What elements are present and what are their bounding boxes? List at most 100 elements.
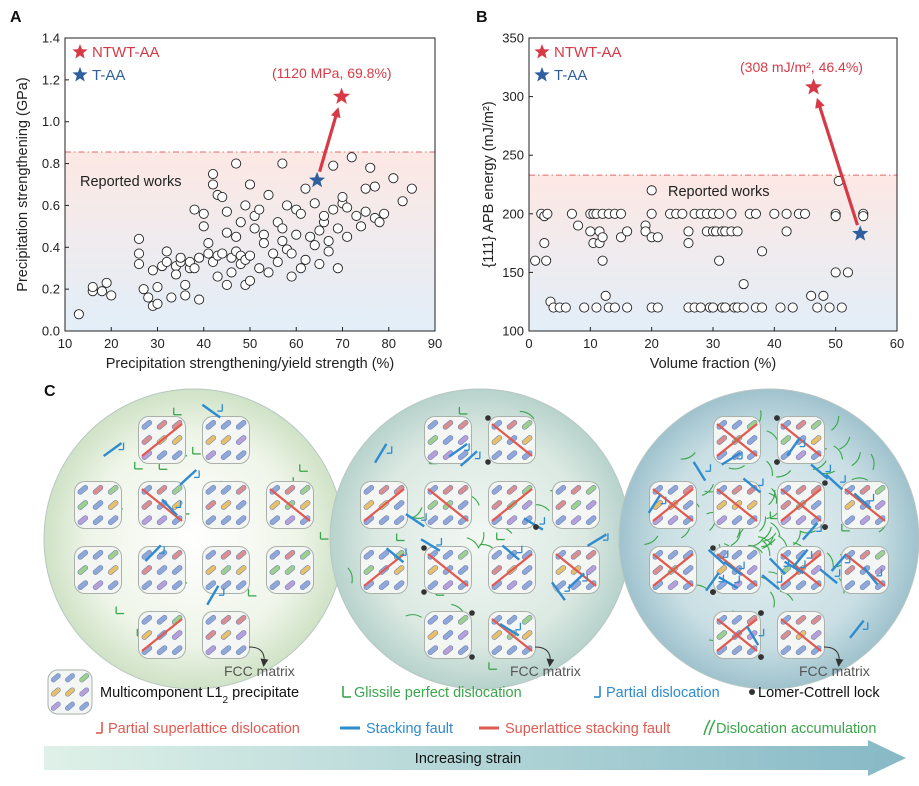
legend-label-a: T-AA [92, 67, 125, 84]
partial-dislocation-mark [840, 475, 846, 483]
reported-point-b [842, 267, 853, 278]
reported-point-b [824, 302, 835, 313]
glissile-dislocation-mark [299, 464, 308, 472]
precipitate-key-icon [47, 669, 93, 715]
key-superlattice-partial-label: Partial superlattice dislocation [108, 721, 300, 737]
x-tick-label-a: 40 [197, 336, 211, 351]
reported-point-b [830, 211, 841, 222]
glissile-dislocation-mark [173, 407, 182, 416]
reported-point-a [138, 284, 149, 295]
reported-point-a [374, 217, 385, 228]
partial-dislocation-mark [799, 560, 806, 569]
legend-star-a [72, 44, 88, 59]
dislocation-accumulation-mark [701, 484, 714, 496]
stacking-fault [742, 477, 762, 494]
key-accumulation-label: Dislocation accumulation [716, 721, 876, 737]
reported-point-b [781, 208, 792, 219]
partial-dislocation-mark [737, 451, 743, 460]
x-axis-title-a: Precipitation strengthening/yield streng… [106, 356, 395, 372]
y-tick-label-a: 0.0 [42, 324, 60, 339]
reported-point-b [836, 302, 847, 313]
reported-point-a [258, 229, 269, 240]
y-tick-label-b: 200 [502, 206, 524, 221]
reported-point-b [787, 302, 798, 313]
reported-point-a [170, 269, 182, 280]
panel-letter-b: B [476, 9, 488, 26]
l12-precipitate [424, 611, 472, 659]
reported-point-a [346, 152, 357, 163]
y-tick-label-a: 0.2 [42, 282, 60, 297]
reported-point-a [314, 258, 325, 270]
reported-point-a [342, 202, 353, 213]
panel-letter-c: C [44, 383, 56, 400]
partial-dislocation-mark [799, 439, 806, 448]
reported-point-b [677, 208, 688, 219]
stacking-fault [161, 498, 179, 517]
stacking-fault [819, 568, 838, 585]
stacking-fault [792, 548, 809, 568]
partial-dislocation-key-icon [594, 686, 601, 698]
dislocation-accumulation-mark [793, 530, 801, 546]
improvement-arrow-a [318, 107, 341, 173]
stacking-fault [761, 574, 780, 591]
l12-precipitate [202, 416, 250, 464]
reported-point-a [244, 250, 256, 261]
reported-point-a [147, 265, 158, 276]
reported-point-a [231, 231, 242, 242]
stacking-fault [102, 442, 123, 458]
partial-dislocation-mark [118, 442, 125, 451]
reported-point-a [365, 162, 376, 173]
reported-point-b [652, 232, 663, 243]
x-tick-label-b: 50 [828, 336, 842, 351]
strain-label: Increasing strain [415, 751, 521, 767]
partial-dislocation-mark [539, 517, 546, 525]
dislocation-accumulation-mark [770, 522, 781, 536]
reported-point-b [714, 255, 725, 266]
y-tick-label-a: 0.4 [42, 240, 60, 255]
reported-point-a [305, 231, 316, 242]
reported-works-label-a: Reported works [80, 174, 182, 190]
reported-point-b [757, 246, 768, 257]
reported-point-b [858, 211, 869, 222]
stacking-fault [420, 538, 441, 552]
x-tick-label-a: 10 [58, 336, 72, 351]
y-axis-title-b: {111} APB energy (mJ/m²) [481, 101, 497, 267]
ntwt-aa-star-b [805, 78, 823, 95]
stacking-fault [862, 566, 879, 586]
lomer-cottrell-lock [822, 524, 828, 530]
stacking-fault [707, 548, 726, 566]
dislocation-accumulation-mark [870, 453, 875, 471]
reported-point-a [314, 225, 325, 236]
stacking-fault [721, 452, 742, 466]
dislocation-accumulation-mark [466, 537, 480, 549]
partial-dislocation-mark [862, 622, 869, 630]
partial-dislocation-mark [660, 496, 667, 505]
reported-point-b [530, 255, 541, 266]
partial-dislocation-mark [868, 493, 875, 502]
reported-point-a [337, 192, 348, 203]
y-tick-label-a: 1.4 [42, 31, 60, 46]
superlattice-stacking-fault [427, 488, 469, 522]
reported-point-a [328, 160, 339, 171]
stacking-fault [786, 436, 802, 457]
stacking-fault [567, 572, 586, 590]
legend-label-b: T-AA [554, 67, 587, 84]
x-tick-label-a: 80 [382, 336, 396, 351]
l12-precipitate [202, 481, 250, 529]
reported-point-a [133, 258, 145, 270]
fcc-matrix-pointer [823, 646, 844, 667]
dislocation-accumulation-mark [851, 477, 869, 481]
reported-point-a [328, 204, 339, 215]
reported-point-a [277, 235, 288, 247]
key-glissile-label: Glissile perfect dislocation [354, 685, 522, 701]
stacking-fault [374, 443, 388, 464]
reported-point-a [189, 263, 200, 274]
ntwt-aa-star-a [333, 87, 351, 104]
legend-label-a: NTWT-AA [92, 44, 160, 61]
superlattice-stacking-fault [555, 553, 597, 587]
partial-dislocation-mark [175, 500, 182, 509]
l12-precipitate [74, 546, 122, 594]
dislocation-accumulation-mark [748, 544, 763, 554]
stacking-fault [586, 533, 607, 547]
glissile-dislocation-key-icon [342, 686, 351, 698]
